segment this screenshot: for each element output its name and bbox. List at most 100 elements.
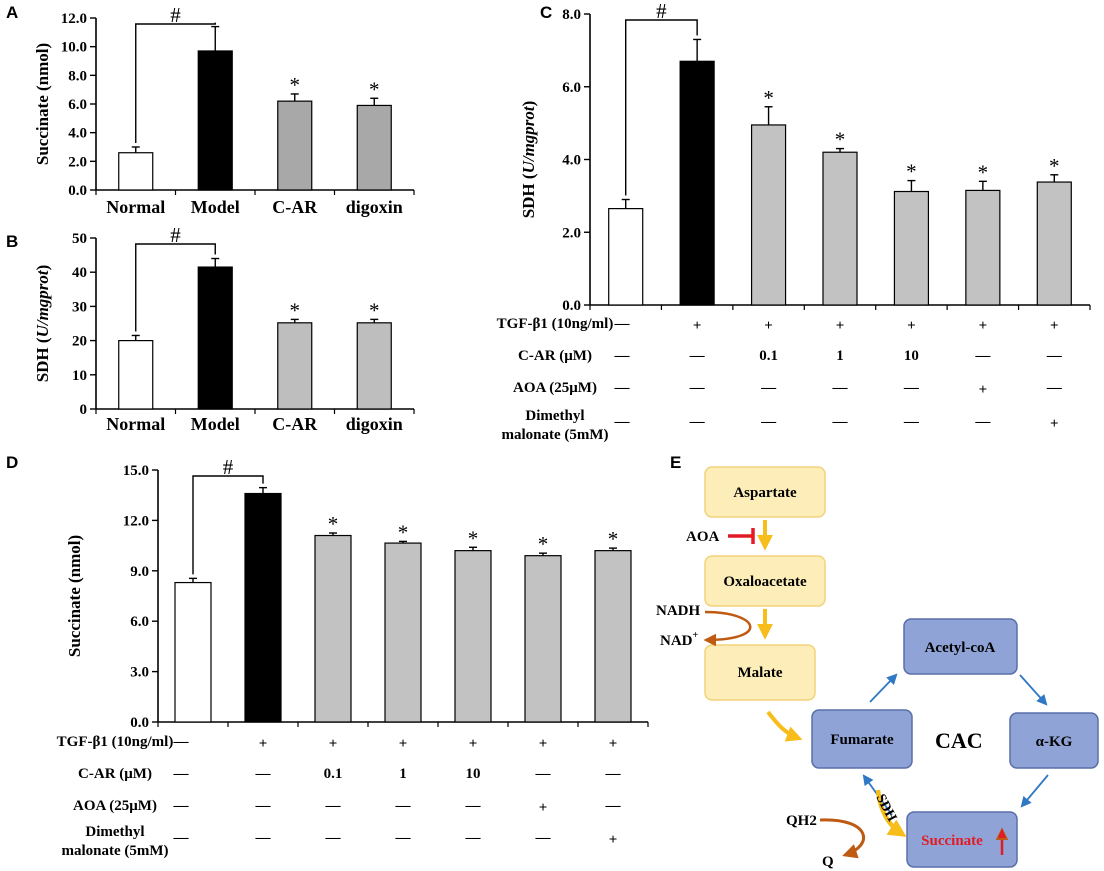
category-label: Model <box>191 197 240 217</box>
significance-star: * <box>835 128 846 152</box>
y-axis-label-unit: U/mgprot <box>519 105 538 173</box>
bar <box>524 555 562 723</box>
arrow-acetylcoa-akg <box>1019 674 1048 706</box>
treatment-cell: — <box>605 798 622 814</box>
y-tick-label: 30 <box>72 299 87 315</box>
acetyl-coa-label: Acetyl-coA <box>925 640 996 656</box>
bar <box>750 124 787 306</box>
y-tick-label: 15.0 <box>123 463 149 479</box>
treatment-cell: 10 <box>904 348 919 364</box>
panel-label-e: E <box>670 453 681 472</box>
y-tick-label: 0 <box>80 402 88 418</box>
treatment-cell: — <box>173 734 190 750</box>
treatment-cell: — <box>614 316 631 332</box>
treatment-cell: — <box>173 798 190 814</box>
y-tick-label: 8.0 <box>68 68 87 84</box>
significance-bracket <box>192 475 264 575</box>
treatment-cell: — <box>255 830 272 846</box>
y-axis-label-close: ) <box>519 101 538 107</box>
panel-b-chart: 0 10 20 30 40 50 SDH (U/mgprot) * * # Normal Model C… <box>33 223 415 434</box>
treatment-cell: — <box>689 348 706 364</box>
oxaloacetate-box <box>704 555 826 607</box>
q-label: Q <box>822 854 834 870</box>
bar <box>197 50 233 191</box>
significance-bracket <box>135 22 216 143</box>
treatment-cell: — <box>614 414 631 430</box>
treatment-cell: + <box>259 736 268 752</box>
y-tick-label: 6.0 <box>68 97 87 113</box>
treatment-cell: + <box>609 736 618 752</box>
treatment-row-label: AOA (25μM) <box>513 380 597 396</box>
bar <box>384 542 422 723</box>
treatment-cell: + <box>979 318 988 334</box>
treatment-row-label: TGF-β1 (10ng/ml) <box>497 316 614 332</box>
arrow-malate-fumarate <box>766 710 803 742</box>
treatment-cell: — <box>760 380 777 396</box>
category-label: digoxin <box>346 414 403 434</box>
fumarate-label: Fumarate <box>830 732 894 748</box>
malate-box <box>704 644 816 701</box>
acetyl-coa-box <box>903 618 1018 675</box>
significance-star: * <box>369 298 380 322</box>
category-label: Model <box>191 414 240 434</box>
panel-c-chart: 0.0 2.0 4.0 6.0 8.0 SDH (U/mgprot) * * * * * # TGF-β… <box>497 0 1091 443</box>
treatment-cell: — <box>173 766 190 782</box>
bar <box>118 152 154 191</box>
y-axis-label-main: SDH ( <box>33 337 52 382</box>
panel-label-d: D <box>6 453 18 472</box>
y-tick-label: 12.0 <box>61 11 87 27</box>
treatment-cell: 1 <box>836 348 844 364</box>
y-axis-label: SDH (U/mgprot) <box>33 265 52 383</box>
nadh-label: NADH <box>656 603 700 619</box>
succinate-box <box>906 811 1018 868</box>
y-tick-label: 6.0 <box>562 80 581 96</box>
bar <box>356 104 392 191</box>
significance-bracket <box>625 19 698 196</box>
nad-superscript: + <box>693 630 699 641</box>
treatment-cell: — <box>903 380 920 396</box>
significance-star: * <box>763 86 774 110</box>
significance-hash: # <box>170 223 181 247</box>
bar <box>608 208 644 306</box>
y-axis-label-main: SDH ( <box>519 173 538 218</box>
significance-star: * <box>369 77 380 101</box>
y-tick-label: 2.0 <box>68 154 87 170</box>
bar <box>277 100 313 191</box>
treatment-cell: + <box>1050 318 1059 334</box>
panel-a-chart: 0.0 2.0 4.0 6.0 8.0 10.0 12.0 Succinate (nmol) *… <box>33 3 415 217</box>
category-label: C-AR <box>272 197 318 217</box>
treatment-cell: — <box>173 830 190 846</box>
y-tick-label: 10 <box>72 368 87 384</box>
treatment-cell: — <box>689 414 706 430</box>
y-tick-label: 6.0 <box>130 614 149 630</box>
treatment-cell: — <box>255 798 272 814</box>
arrow-fumarate-acetylcoa <box>869 673 898 703</box>
treatment-cell: — <box>395 830 412 846</box>
succinate-label: Succinate <box>921 833 983 849</box>
treatment-cell: — <box>974 348 991 364</box>
y-axis-label-close: ) <box>33 265 52 271</box>
y-tick-label: 9.0 <box>130 564 149 580</box>
treatment-cell: — <box>535 766 552 782</box>
treatment-cell: + <box>1050 416 1059 432</box>
bar <box>244 492 282 723</box>
panel-d-chart: 0.0 3.0 6.0 9.0 12.0 15.0 Succinate (nmol) * * * *… <box>57 455 649 859</box>
treatment-row-label: Dimethyl <box>85 824 144 840</box>
y-tick-label: 4.0 <box>68 126 87 142</box>
nadh-conversion-arrow <box>703 610 752 647</box>
treatment-cell: 0.1 <box>759 348 778 364</box>
y-tick-label: 4.0 <box>562 153 581 169</box>
significance-star: * <box>1049 154 1060 178</box>
treatment-cell: — <box>614 348 631 364</box>
bar <box>679 60 715 306</box>
treatment-row-label-line2: malonate (5mM) <box>501 427 608 443</box>
alpha-kg-label: α-KG <box>1036 734 1073 750</box>
y-tick-label: 0.0 <box>130 715 149 731</box>
y-tick-label: 3.0 <box>130 665 149 681</box>
cac-label: CAC <box>935 728 983 753</box>
treatment-cell: + <box>836 318 845 334</box>
treatment-cell: + <box>539 800 548 816</box>
treatment-cell: — <box>255 766 272 782</box>
y-tick-label: 40 <box>72 265 87 281</box>
